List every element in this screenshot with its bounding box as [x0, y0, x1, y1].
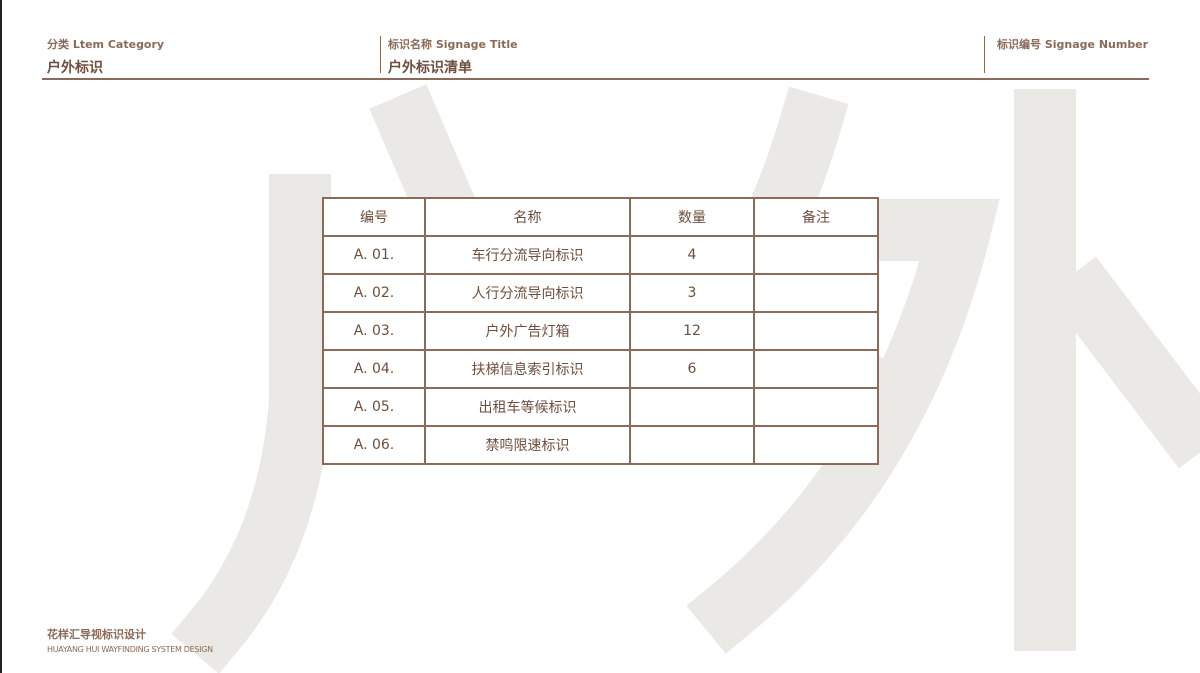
col-header: 备注 [753, 197, 879, 237]
table-cell: 户外广告灯箱 [424, 311, 631, 351]
number-label: 标识编号 Signage Number [997, 38, 1149, 51]
header-number: 标识编号 Signage Number [997, 36, 1148, 52]
left-border [0, 0, 2, 673]
table-row: A. 01. 车行分流导向标识 4 [322, 235, 879, 275]
table-row: A. 03. 户外广告灯箱 12 [322, 311, 879, 351]
title-value: 户外标识清单 [388, 60, 472, 76]
table-cell [753, 387, 879, 427]
category-label: 分类 Ltem Category [47, 38, 165, 51]
table-cell: 车行分流导向标识 [424, 235, 631, 275]
divider [380, 36, 381, 73]
title-label: 标识名称 Signage Title [388, 38, 518, 51]
footer-en: HUAYANG HUI WAYFINDING SYSTEM DESIGN [47, 645, 213, 654]
table-cell: 12 [629, 311, 755, 351]
table-cell: 扶梯信息索引标识 [424, 349, 631, 389]
table-cell [753, 235, 879, 275]
table-cell [753, 273, 879, 313]
table-cell: 3 [629, 273, 755, 313]
footer: 花样汇导视标识设计 HUAYANG HUI WAYFINDING SYSTEM … [47, 626, 213, 654]
col-header: 名称 [424, 197, 631, 237]
header-rule [42, 78, 1149, 80]
table-cell [629, 387, 755, 427]
table-row: A. 05. 出租车等候标识 [322, 387, 879, 427]
category-value: 户外标识 [47, 60, 103, 76]
table-cell: 6 [629, 349, 755, 389]
table-cell: A. 06. [322, 425, 426, 465]
table-row: A. 04. 扶梯信息索引标识 6 [322, 349, 879, 389]
col-header: 编号 [322, 197, 426, 237]
divider [984, 36, 985, 73]
table-cell: A. 03. [322, 311, 426, 351]
header-title: 标识名称 Signage Title 户外标识清单 [388, 36, 518, 77]
table-cell [753, 349, 879, 389]
table-row: A. 02. 人行分流导向标识 3 [322, 273, 879, 313]
table-cell: 4 [629, 235, 755, 275]
table-cell: A. 04. [322, 349, 426, 389]
table-cell [753, 425, 879, 465]
table-header-row: 编号 名称 数量 备注 [322, 197, 879, 237]
table-cell: 人行分流导向标识 [424, 273, 631, 313]
table-cell: 出租车等候标识 [424, 387, 631, 427]
signage-table: 编号 名称 数量 备注 A. 01. 车行分流导向标识 4 A. 02. 人行分流导向标… [322, 197, 879, 465]
table-cell: A. 01. [322, 235, 426, 275]
header-category: 分类 Ltem Category 户外标识 [47, 36, 164, 77]
table-cell: 禁鸣限速标识 [424, 425, 631, 465]
table-cell [753, 311, 879, 351]
col-header: 数量 [629, 197, 755, 237]
footer-cn: 花样汇导视标识设计 [47, 628, 146, 641]
table-cell: A. 02. [322, 273, 426, 313]
table-cell: A. 05. [322, 387, 426, 427]
table-cell [629, 425, 755, 465]
table-row: A. 06. 禁鸣限速标识 [322, 425, 879, 465]
